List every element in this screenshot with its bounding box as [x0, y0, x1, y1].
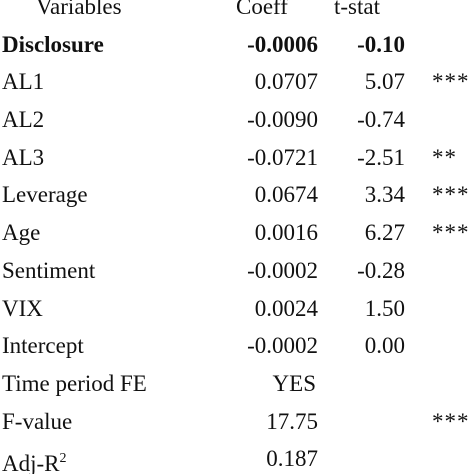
variable-name: Adj-R2: [2, 440, 67, 474]
table-row-leverage: Leverage 0.0674 3.34 ***: [0, 176, 474, 214]
header-tstat: t-stat: [334, 0, 380, 19]
coefficient-value: 0.0707: [254, 69, 318, 95]
table-row-disclosure: Disclosure -0.0006 -0.10: [0, 26, 474, 64]
t-stat-value: 3.34: [364, 182, 405, 208]
variable-name: Intercept: [2, 333, 84, 359]
table-row-sentiment: Sentiment -0.0002 -0.28: [0, 252, 474, 290]
t-stat-value: -0.28: [357, 257, 405, 283]
variable-name: Disclosure: [2, 31, 104, 57]
table-row-time-period-fe: Time period FE YES: [0, 365, 474, 403]
table-row-age: Age 0.0016 6.27 ***: [0, 214, 474, 252]
table-row-f-value: F-value 17.75 ***: [0, 403, 474, 441]
coefficient-value: 0.0016: [254, 220, 318, 246]
coefficient-value: -0.0006: [247, 31, 318, 57]
t-stat-value: -0.74: [357, 107, 405, 133]
coefficient-value: -0.0002: [247, 257, 318, 283]
coefficient-value: 0.187: [266, 446, 318, 472]
variable-name: Time period FE: [2, 370, 147, 396]
coefficient-value: YES: [272, 370, 316, 396]
variable-name: AL2: [2, 107, 45, 133]
significance-stars: ***: [432, 182, 470, 208]
header-variables: Variables: [36, 0, 122, 19]
table-row-intercept: Intercept -0.0002 0.00: [0, 327, 474, 365]
coefficient-value: 0.0024: [254, 295, 318, 321]
adj-r2-superscript: 2: [59, 451, 67, 467]
t-stat-value: 5.07: [364, 69, 405, 95]
table-header-row: Variables Coeff t-stat: [0, 0, 474, 26]
t-stat-value: 0.00: [364, 333, 405, 359]
variable-name: F-value: [2, 408, 73, 434]
table-row-al1: AL1 0.0707 5.07 ***: [0, 63, 474, 101]
variable-name: AL1: [2, 69, 45, 95]
variable-name: Sentiment: [2, 257, 96, 283]
adj-r2-label: Adj-R: [2, 451, 60, 474]
significance-stars: **: [432, 144, 457, 170]
coefficient-value: -0.0090: [247, 107, 318, 133]
significance-stars: ***: [432, 69, 470, 95]
coefficient-value: 17.75: [266, 408, 318, 434]
variable-name: VIX: [2, 295, 43, 321]
variable-name: AL3: [2, 144, 45, 170]
table-row-al2: AL2 -0.0090 -0.74: [0, 101, 474, 139]
t-stat-value: -0.10: [357, 31, 405, 57]
significance-stars: ***: [432, 408, 470, 434]
coefficient-value: 0.0674: [254, 182, 318, 208]
variable-name: Leverage: [2, 182, 88, 208]
variable-name: Age: [2, 220, 41, 246]
significance-stars: ***: [432, 220, 470, 246]
coefficient-value: -0.0721: [247, 144, 318, 170]
table-row-adj-r2: Adj-R2 0.187: [0, 440, 474, 474]
coefficient-value: -0.0002: [247, 333, 318, 359]
t-stat-value: 6.27: [364, 220, 405, 246]
table-row-al3: AL3 -0.0721 -2.51 **: [0, 139, 474, 177]
t-stat-value: -2.51: [357, 144, 405, 170]
t-stat-value: 1.50: [364, 295, 405, 321]
table-row-vix: VIX 0.0024 1.50: [0, 290, 474, 328]
header-coeff: Coeff: [236, 0, 288, 19]
